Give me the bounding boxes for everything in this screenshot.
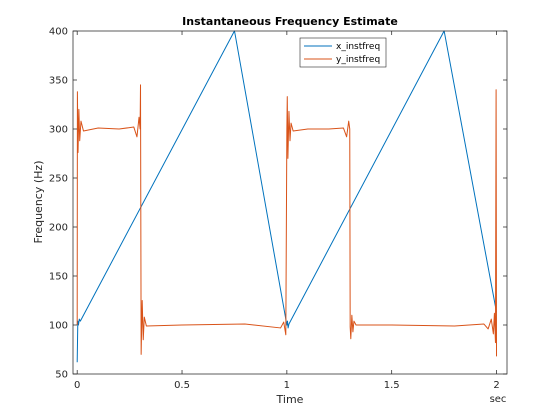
y-tick-label: 250 (49, 174, 68, 185)
y-tick-label: 200 (49, 223, 68, 234)
plot-area (73, 31, 507, 374)
legend: x_instfreq y_instfreq (299, 37, 387, 68)
legend-label-x-instfreq: x_instfreq (336, 42, 380, 52)
series-layer (76, 30, 498, 363)
y-tick-label: 50 (55, 370, 68, 381)
plot-frame (72, 30, 508, 375)
x-tick-label: 0.5 (174, 380, 190, 391)
x-axis-label: Time (276, 393, 304, 406)
y-tick-label: 300 (49, 125, 68, 136)
y-tick-label: 100 (49, 321, 68, 332)
x-tick-label: 2 (493, 380, 499, 391)
y-tick-label: 150 (49, 272, 68, 283)
x-tick-label: 0 (74, 380, 80, 391)
y-axis-label: Frequency (Hz) (32, 161, 45, 244)
legend-label-y-instfreq: y_instfreq (336, 55, 380, 65)
legend-box (299, 37, 387, 68)
x-tick-label: 1.5 (384, 380, 400, 391)
y-tick-label: 400 (49, 27, 68, 38)
x-tick-label: 1 (284, 380, 290, 391)
x-axis-unit: sec (490, 394, 507, 405)
series-line-x-instfreq (76, 30, 498, 363)
series-line-y-instfreq (76, 84, 498, 357)
y-tick-label: 350 (49, 76, 68, 87)
chart-title: Instantaneous Frequency Estimate (182, 15, 398, 28)
